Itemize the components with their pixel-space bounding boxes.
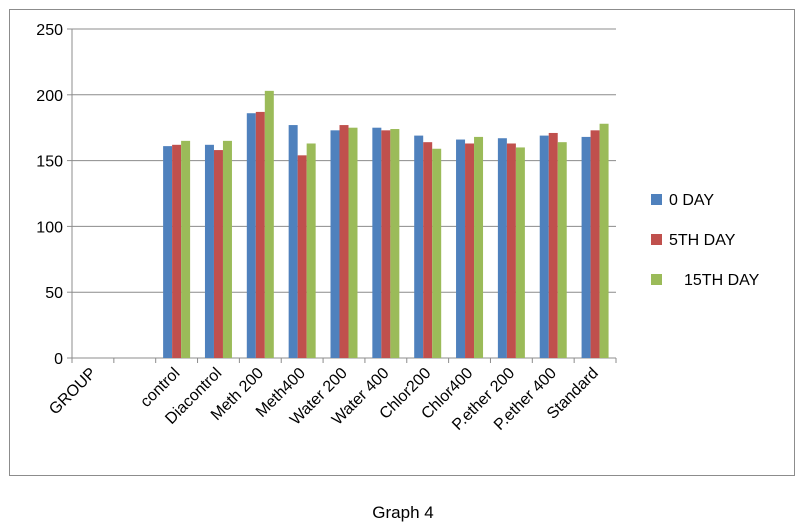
bar <box>465 143 475 358</box>
bar <box>348 127 358 358</box>
bar <box>339 125 349 359</box>
y-tick-label: 100 <box>36 219 63 236</box>
bar <box>297 155 307 358</box>
bar <box>255 111 265 359</box>
bar <box>204 144 214 358</box>
bar <box>172 144 182 358</box>
figure-caption: Graph 4 <box>372 503 434 522</box>
y-tick-label: 0 <box>54 351 63 368</box>
bar <box>288 125 298 359</box>
bar <box>506 143 516 358</box>
legend: 0 DAY 5TH DAY 15TH DAY <box>651 192 760 289</box>
bar <box>213 150 223 358</box>
y-tick-label: 150 <box>36 154 63 171</box>
y-tick-label: 50 <box>45 285 63 302</box>
bar <box>474 136 484 358</box>
bars <box>163 90 609 359</box>
bar <box>181 140 191 358</box>
legend-label: 15TH DAY <box>684 272 760 289</box>
y-tick-label: 250 <box>36 22 63 39</box>
bar <box>163 146 173 358</box>
y-tick-label: 200 <box>36 88 63 105</box>
legend-label: 5TH DAY <box>669 232 736 249</box>
bar <box>548 132 558 358</box>
bar <box>557 142 567 358</box>
y-tick-labels: 0 50 100 150 200 250 <box>36 22 63 368</box>
bar <box>414 135 424 358</box>
bar <box>497 138 507 358</box>
bar <box>423 142 433 358</box>
legend-label: 0 DAY <box>669 192 714 209</box>
bar <box>515 147 525 358</box>
bar <box>264 90 274 359</box>
legend-swatch <box>651 274 662 285</box>
bar <box>390 129 400 358</box>
bar <box>432 148 442 358</box>
bar <box>222 140 232 358</box>
bar <box>372 127 382 358</box>
bar <box>590 130 600 358</box>
bar <box>456 139 466 358</box>
bar <box>246 113 256 358</box>
legend-swatch <box>651 234 662 245</box>
bar <box>539 135 549 358</box>
x-category-label: GROUP <box>46 365 100 419</box>
bar-chart: 0 50 100 150 200 250 GROUP controlDiacontrolMe… <box>36 22 760 434</box>
bar <box>581 136 591 358</box>
bar <box>330 130 340 358</box>
chart-frame: 0 50 100 150 200 250 GROUP control Diacontrol Me… <box>9 9 795 476</box>
legend-swatch <box>651 194 662 205</box>
bar <box>306 143 316 358</box>
bar <box>381 130 391 358</box>
bar <box>599 123 609 358</box>
